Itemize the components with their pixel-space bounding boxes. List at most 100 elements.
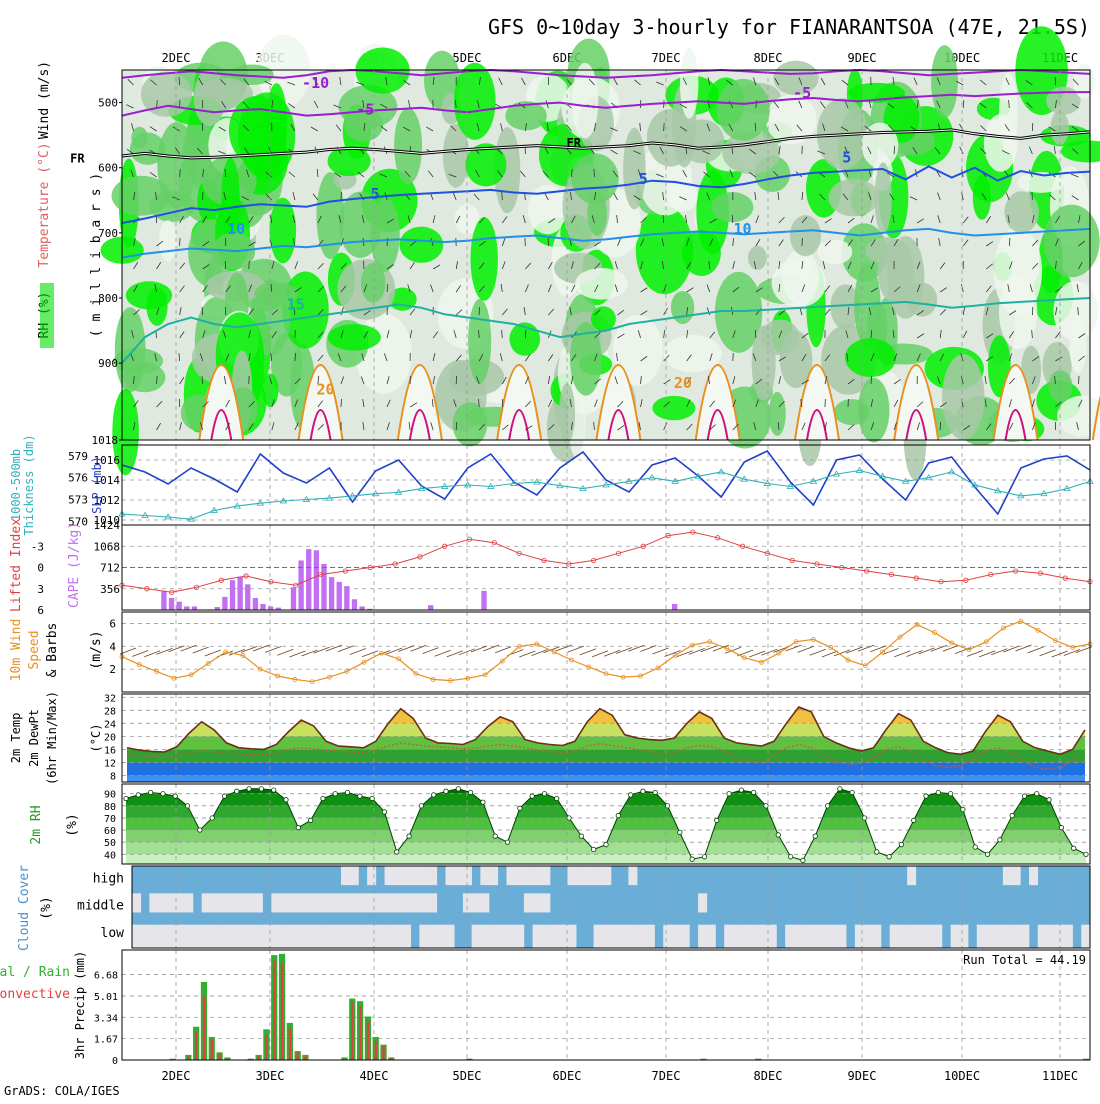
cloud-cell-middle <box>480 893 489 912</box>
date-label-top: 7DEC <box>652 51 681 65</box>
rh-bands <box>122 782 1090 867</box>
cloud-cell-high <box>524 866 533 885</box>
precip-tick-label: 1.67 <box>94 1035 118 1046</box>
rh-marker <box>727 791 731 795</box>
y-tick-label: 500 <box>98 97 118 110</box>
rh-band <box>122 830 1090 842</box>
rh-band <box>122 782 1090 794</box>
rh-marker <box>308 818 312 822</box>
y-tick-label: 600 <box>98 162 118 175</box>
cloud-cell-middle <box>167 893 176 912</box>
cloud-cell-low <box>628 925 637 948</box>
rh-marker <box>973 845 977 849</box>
cape-bar <box>184 606 189 610</box>
rh-shade <box>752 325 776 400</box>
cloud-cell-low <box>559 925 568 948</box>
contour-label: 5 <box>842 149 851 167</box>
rh-shade <box>769 392 786 436</box>
rh-marker <box>259 787 263 791</box>
cloud-cell-middle <box>541 893 550 912</box>
temp-tick-label: 16 <box>104 745 116 756</box>
wind-barb <box>502 192 503 200</box>
wind-barb-10m <box>132 651 148 657</box>
cloud-cell-high <box>341 866 350 885</box>
date-label-top: 8DEC <box>754 51 783 65</box>
rh-band <box>122 854 1090 866</box>
rh-shade <box>671 291 694 324</box>
cloud-cell-low <box>158 925 167 948</box>
contour-label: -5 <box>356 100 374 118</box>
wind-barb <box>733 353 734 361</box>
contour-label: FR <box>567 136 582 150</box>
cloud-cell-high <box>515 866 524 885</box>
cloud-cell-low <box>994 925 1003 948</box>
cloud-cell-low <box>193 925 202 948</box>
precip-convective-bar <box>304 1056 306 1060</box>
rh-shade <box>999 274 1037 349</box>
cloud-cell-low <box>1038 925 1047 948</box>
rh-marker <box>395 850 399 854</box>
cloud-cell-middle <box>411 893 420 912</box>
date-label-bottom: 6DEC <box>553 1069 582 1083</box>
cloud-cell-low <box>907 925 916 948</box>
rh-marker <box>542 791 546 795</box>
cloud-cell-low <box>219 925 228 948</box>
cloud-cell-low <box>724 925 733 948</box>
contour-label: FR <box>70 152 85 166</box>
wind-barb <box>249 261 250 269</box>
wind-barb <box>594 169 595 177</box>
rh-shade <box>146 287 167 326</box>
rh-tick-label: 80 <box>104 802 116 813</box>
cloud-label-0: Cloud Cover <box>17 865 32 951</box>
cloud-cell-low <box>480 925 489 948</box>
rh-marker <box>641 789 645 793</box>
rh-shade <box>865 237 907 264</box>
cloud-cell-low <box>594 925 603 948</box>
temp-bands <box>122 694 1090 782</box>
cloud-cell-high <box>385 866 394 885</box>
rh-marker <box>222 794 226 798</box>
cloud-cell-low <box>951 925 960 948</box>
cape-bar <box>260 604 265 610</box>
wind-barb-10m <box>798 646 814 652</box>
cloud-cell-middle <box>376 893 385 912</box>
rh-marker <box>702 855 706 859</box>
cloud-cell-high <box>463 866 472 885</box>
cloud-cell-low <box>237 925 246 948</box>
cloud-cell-high <box>1003 866 1012 885</box>
rh-marker <box>764 804 768 808</box>
cloud-cell-low <box>254 925 263 948</box>
rh-marker <box>751 790 755 794</box>
wind-barb <box>341 192 342 200</box>
rh-marker <box>1035 791 1039 795</box>
cloud-cell-middle <box>472 893 481 912</box>
precip-convective-bar <box>289 1028 291 1060</box>
cloud-cell-low <box>768 925 777 948</box>
precip-tick-label: 3.34 <box>94 1013 118 1024</box>
cloud-cell-low <box>245 925 254 948</box>
cloud-cell-high <box>628 866 637 885</box>
cloud-cell-middle <box>341 893 350 912</box>
cape-bar <box>314 550 319 610</box>
wind-barb-10m <box>423 648 439 654</box>
cloud-cell-high <box>506 866 515 885</box>
cloud-cell-low <box>489 925 498 948</box>
date-label-top: 5DEC <box>453 51 482 65</box>
cape-bar <box>268 606 273 610</box>
cape-bar <box>192 606 197 610</box>
temp-tick-label: 24 <box>104 719 116 730</box>
li-tick-label: 0 <box>37 562 44 575</box>
rh-marker <box>788 855 792 859</box>
cloud-cell-low <box>533 925 542 948</box>
temp-band <box>122 762 1090 775</box>
cloud-cell-low <box>367 925 376 948</box>
li-tick-label: -3 <box>31 540 44 553</box>
wind-barb-10m <box>435 650 451 656</box>
cloud-cell-low <box>515 925 524 948</box>
cloud-cell-low <box>385 925 394 948</box>
cloud-cell-low <box>263 925 272 948</box>
cloud-cell-middle <box>402 893 411 912</box>
date-label-top: 9DEC <box>848 51 877 65</box>
rh-marker <box>481 800 485 804</box>
cape-tick-label: 1068 <box>94 540 121 553</box>
